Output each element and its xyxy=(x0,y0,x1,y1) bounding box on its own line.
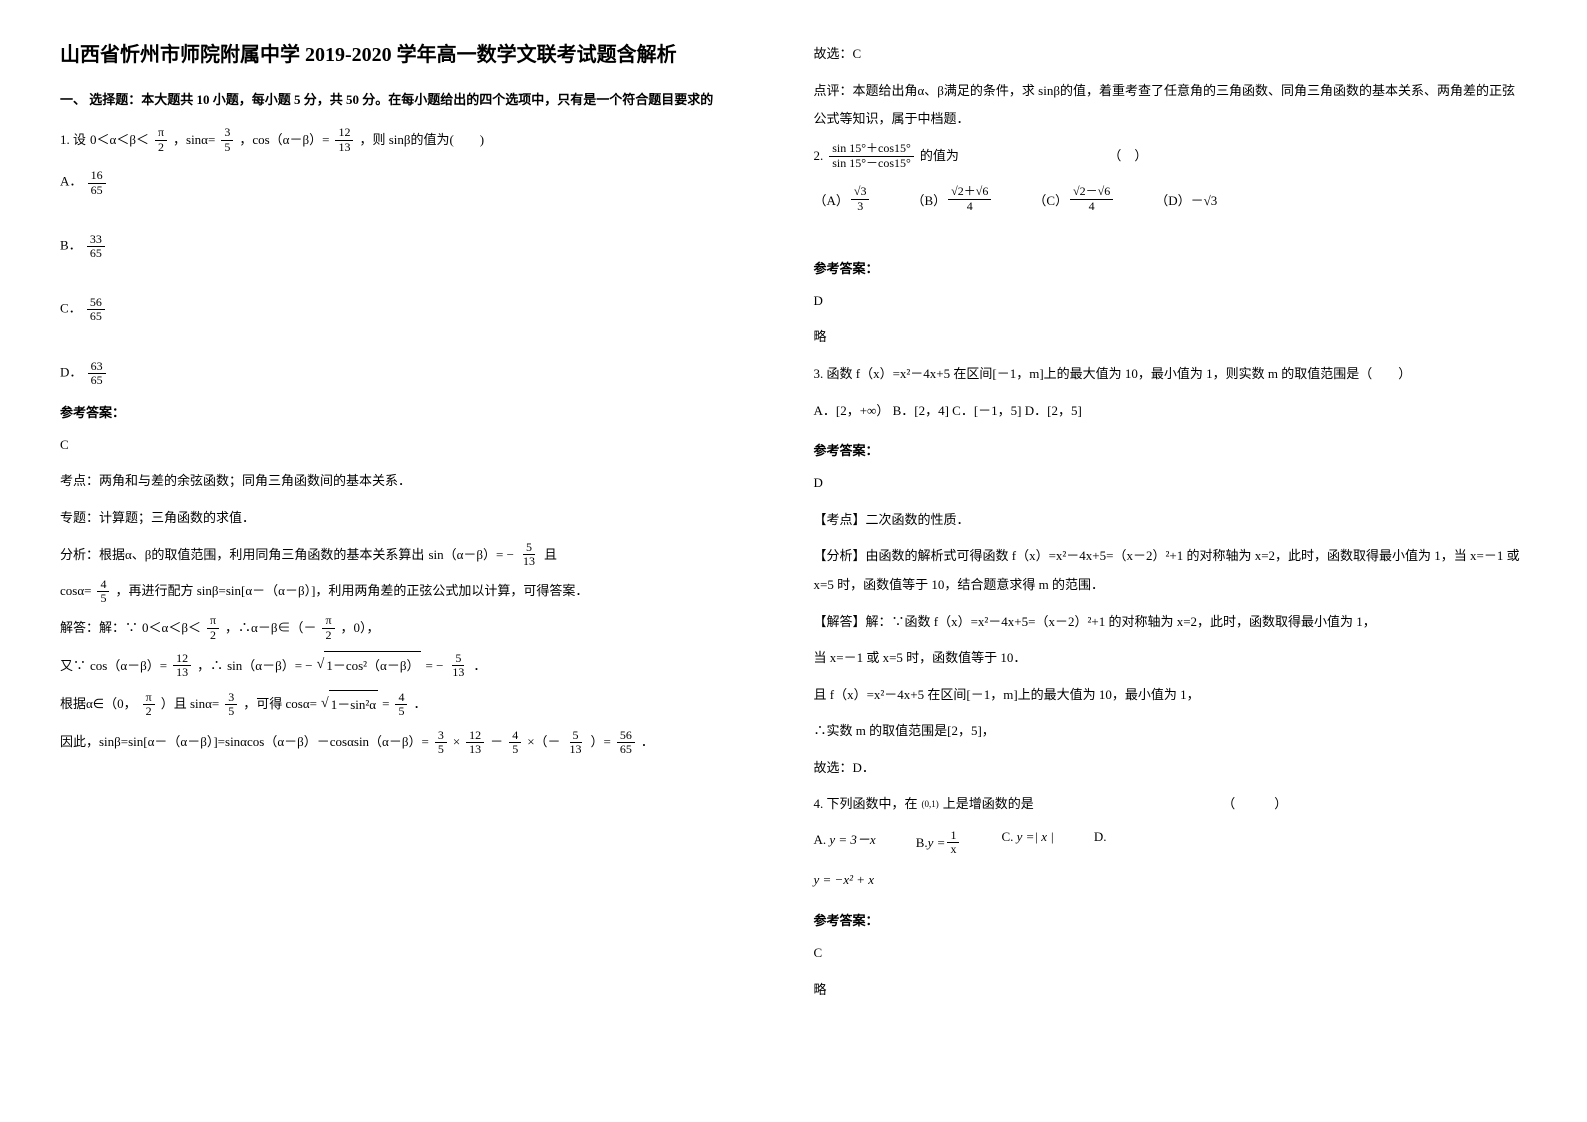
q2-option-c: （C） √2－√64 xyxy=(1033,185,1115,212)
q2-lue: 略 xyxy=(814,323,1528,352)
q1-frac2: 35 xyxy=(221,126,233,153)
q4-option-a: A. y = 3－x xyxy=(814,829,876,856)
q3-jieda2: 当 x=－1 或 x=5 时，函数值等于 10． xyxy=(814,644,1528,673)
q1-kaodian: 考点：两角和与差的余弦函数；同角三角函数间的基本关系． xyxy=(60,467,774,496)
q1-option-a: A． 1665 xyxy=(60,169,774,196)
q1-cond3: ，cos（α－β）= xyxy=(239,126,329,155)
q4-options-row1: A. y = 3－x B. y = 1x C. y =| x | D. xyxy=(814,829,1528,856)
q4-option-c: C. y =| x | xyxy=(1001,829,1053,856)
q1-frac3: 1213 xyxy=(335,126,353,153)
q1-frac1: π2 xyxy=(155,126,167,153)
q3-fenxi: 【分析】由函数的解析式可得函数 f（x）=x²－4x+5=（x－2）²+1 的对… xyxy=(814,542,1528,599)
q1-cond2: ，sinα= xyxy=(173,126,215,155)
q4-answer-label: 参考答案： xyxy=(814,910,1528,929)
q2-option-d: （D） －√3 xyxy=(1155,185,1217,212)
q1-jieda2: 又∵ cos（α－β）= 1213 ，∴ sin（α－β）= − 1－cos²（… xyxy=(60,650,774,681)
q3-answer-label: 参考答案： xyxy=(814,440,1528,459)
q1-fenxi: 分析：根据α、β的取值范围，利用同角三角函数的基本关系算出 sin（α－β）= … xyxy=(60,541,774,570)
q2-option-b: （B） √2＋√64 xyxy=(911,185,993,212)
question-3: 3. 函数 f（x）=x²－4x+5 在区间[－1，m]上的最大值为 10，最小… xyxy=(814,360,1528,389)
q3-jieda1: 【解答】解：∵函数 f（x）=x²－4x+5=（x－2）²+1 的对称轴为 x=… xyxy=(814,608,1528,637)
left-column: 山西省忻州市师院附属中学 2019-2020 学年高一数学文联考试题含解析 一、… xyxy=(60,40,774,1012)
right-column: 故选：C 点评：本题给出角α、β满足的条件，求 sinβ的值，着重考查了任意角的… xyxy=(814,40,1528,1012)
q3-jieda3: 且 f（x）=x²－4x+5 在区间[－1，m]上的最大值为 10，最小值为 1… xyxy=(814,681,1528,710)
q2-option-a: （A） √33 xyxy=(814,185,872,212)
question-1: 1. 设 0＜α＜β＜ π2 ，sinα= 35 ，cos（α－β）= 1213… xyxy=(60,126,774,155)
q3-guxuan: 故选：D． xyxy=(814,754,1528,783)
q3-kaodian: 【考点】二次函数的性质． xyxy=(814,506,1528,535)
q1-fenxi-2: cosα= 45 ，再进行配方 sinβ=sin[α－（α－β）]，利用两角差的… xyxy=(60,577,774,606)
q1-option-b: B． 3365 xyxy=(60,233,774,260)
q3-jieda4: ∴实数 m 的取值范围是[2，5]， xyxy=(814,717,1528,746)
q2-options: （A） √33 （B） √2＋√64 （C） √2－√64 （D） －√3 xyxy=(814,185,1528,212)
q1-option-c: C． 5665 xyxy=(60,296,774,323)
q4-option-b: B. y = 1x xyxy=(916,829,962,856)
q1-answer: C xyxy=(60,431,774,460)
q2-answer-label: 参考答案： xyxy=(814,258,1528,277)
q2-answer: D xyxy=(814,287,1528,316)
q1-tail: ，则 sinβ的值为( ) xyxy=(359,126,484,155)
q4-option-d: y = −x² + x xyxy=(814,866,1528,895)
question-2: 2. sin 15°＋cos15°sin 15°－cos15° 的值为 （ ） xyxy=(814,142,1528,171)
q1-guxuan: 故选：C xyxy=(814,40,1528,69)
q1-jieda4: 因此，sinβ=sin[α－（α－β）]=sinαcos（α－β）－cosαsi… xyxy=(60,728,774,757)
q3-options: A．[2，+∞） B．[2，4] C．[－1，5] D．[2，5] xyxy=(814,397,1528,426)
section-1-header: 一、 选择题：本大题共 10 小题，每小题 5 分，共 50 分。在每小题给出的… xyxy=(60,90,774,111)
doc-title: 山西省忻州市师院附属中学 2019-2020 学年高一数学文联考试题含解析 xyxy=(60,40,774,70)
q4-lue: 略 xyxy=(814,976,1528,1005)
q1-option-d: D． 6365 xyxy=(60,360,774,387)
q1-answer-label: 参考答案： xyxy=(60,402,774,421)
q1-zhuanti: 专题：计算题；三角函数的求值． xyxy=(60,504,774,533)
q1-jieda3: 根据α∈（0， π2 ）且 sinα= 35 ，可得 cosα= 1－sin²α… xyxy=(60,689,774,720)
q1-prefix: 1. 设 xyxy=(60,126,86,155)
q1-cond1a: 0＜α＜β＜ xyxy=(90,126,149,155)
q1-dianping: 点评：本题给出角α、β满足的条件，求 sinβ的值，着重考查了任意角的三角函数、… xyxy=(814,77,1528,134)
q4-option-d-label: D. xyxy=(1094,829,1107,856)
q1-jieda1: 解答：解：∵ 0＜α＜β＜ π2 ，∴α－β∈（－ π2 ，0）， xyxy=(60,614,774,643)
q4-answer: C xyxy=(814,939,1528,968)
q3-answer: D xyxy=(814,469,1528,498)
question-4: 4. 下列函数中，在 (0,1) 上是增函数的是 （ ） xyxy=(814,790,1528,819)
